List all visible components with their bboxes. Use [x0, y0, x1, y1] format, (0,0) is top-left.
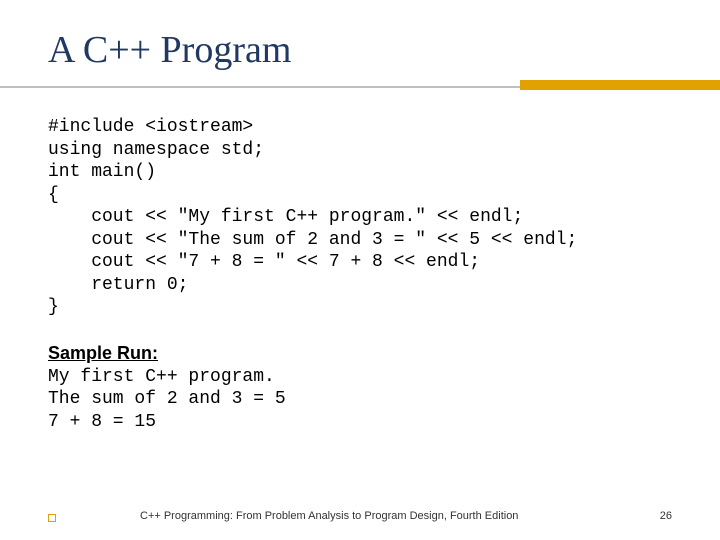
slide-title: A C++ Program: [48, 28, 672, 72]
sample-run-output: My first C++ program. The sum of 2 and 3…: [48, 366, 672, 434]
footer-text: C++ Programming: From Problem Analysis t…: [140, 510, 518, 522]
slide-footer: C++ Programming: From Problem Analysis t…: [0, 510, 720, 522]
sample-run-section: Sample Run: My first C++ program. The su…: [48, 343, 672, 434]
sample-run-label: Sample Run:: [48, 343, 158, 364]
rule-accent-bar: [520, 80, 720, 90]
slide: A C++ Program #include <iostream> using …: [0, 0, 720, 540]
code-block: #include <iostream> using namespace std;…: [48, 116, 672, 319]
page-number: 26: [660, 510, 672, 522]
title-rule: [48, 80, 672, 94]
